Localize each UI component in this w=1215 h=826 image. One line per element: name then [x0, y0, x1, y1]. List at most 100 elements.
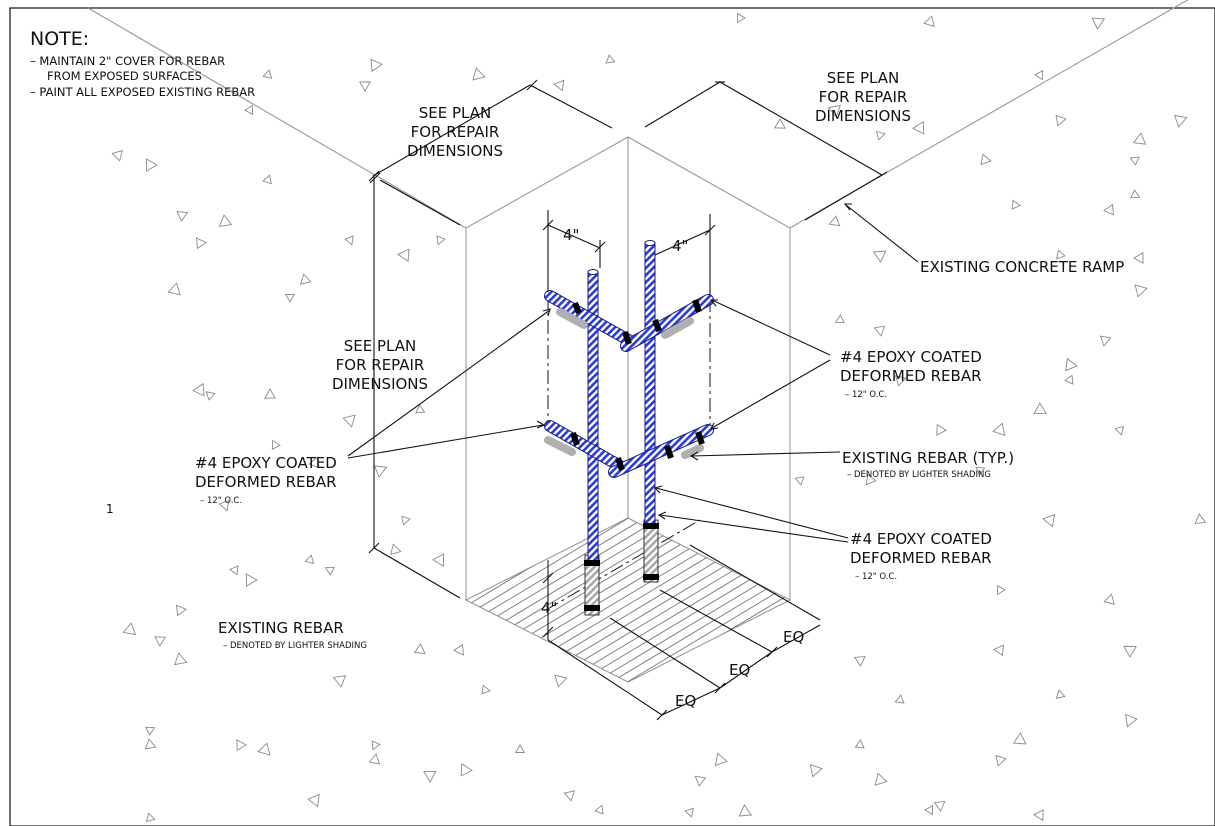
aggregate-triangle — [370, 58, 383, 73]
aggregate-triangle — [413, 643, 426, 654]
aggregate-triangle — [145, 812, 156, 823]
existing-rebar-bottom-line: EXISTING REBAR — [218, 619, 344, 637]
hatch-line — [579, 518, 790, 682]
aggregate-triangle — [453, 643, 464, 656]
aggregate-triangle — [236, 739, 247, 751]
hatch-line — [547, 518, 790, 682]
aggregate-triangle — [1091, 17, 1106, 30]
aggregate-triangle — [154, 636, 167, 647]
note-line-1: – MAINTAIN 2" COVER FOR REBAR — [30, 54, 225, 68]
dimension-texts: 4" 4" 4" EQ EQ EQ — [541, 226, 804, 710]
upper-horizontal-bars — [544, 290, 714, 352]
aggregate-triangle — [1129, 156, 1140, 166]
aggregate-triangle — [1099, 335, 1112, 347]
rebar-rl-sub: – 12" O.C. — [855, 572, 897, 582]
leader-lines — [347, 203, 919, 543]
aggregate-triangle — [827, 104, 841, 118]
lower-horizontal-bars — [544, 420, 714, 478]
aggregate-triangle — [684, 807, 694, 818]
aggregate-triangle — [1042, 513, 1056, 528]
rebar-l-line-2: DEFORMED REBAR — [195, 473, 337, 491]
aggregate-triangle — [192, 382, 205, 397]
aggregate-triangle — [304, 554, 315, 565]
aggregate-triangle — [176, 211, 189, 222]
aggregate-triangle — [371, 740, 381, 751]
aggregate-triangle — [1064, 374, 1074, 385]
see-plan-l-line-3: DIMENSIONS — [332, 375, 428, 393]
aggregate-triangle — [872, 250, 887, 263]
existing-rebar-bottom-sub: – DENOTED BY LIGHTER SHADING — [223, 641, 367, 651]
hatch-line — [466, 518, 645, 682]
hatch-line — [627, 518, 790, 682]
see-plan-tr-line-2: FOR REPAIR — [819, 88, 908, 106]
aggregate-triangle — [368, 753, 381, 765]
aggregate-triangle — [1103, 203, 1115, 216]
rebar-l-sub: – 12" O.C. — [200, 496, 242, 506]
aggregate-triangle — [936, 423, 947, 436]
aggregate-triangle — [875, 130, 886, 141]
aggregate-triangle — [563, 790, 576, 802]
aggregate-triangle — [122, 622, 137, 636]
aggregate-triangle — [415, 404, 426, 414]
aggregate-triangle — [1011, 199, 1021, 210]
aggregate-triangle — [324, 566, 335, 576]
aggregate-triangle — [853, 656, 866, 667]
hatch-line — [595, 518, 790, 682]
aggregate-triangle — [175, 604, 187, 617]
aggregate-triangle — [514, 744, 526, 753]
aggregate-triangle — [262, 174, 272, 185]
hatch-line — [466, 518, 773, 682]
aggregate-triangle — [1056, 249, 1066, 260]
rebar-l-line-1: #4 EPOXY COATED — [195, 454, 337, 472]
rebar-rl-line-2: DEFORMED REBAR — [850, 549, 992, 567]
aggregate-triangle — [933, 800, 946, 812]
aggregate-triangle — [975, 466, 986, 476]
hatch-line — [466, 518, 790, 682]
aggregate-triangle — [1134, 284, 1148, 298]
rebar-ru-line-2: DEFORMED REBAR — [840, 367, 982, 385]
sheet-border — [9, 7, 1215, 826]
existing-rebar-bottom-label: EXISTING REBAR – DENOTED BY LIGHTER SHAD… — [218, 619, 367, 651]
see-plan-tr-line-1: SEE PLAN — [827, 69, 899, 87]
see-plan-top-left-label: SEE PLAN FOR REPAIR DIMENSIONS — [407, 104, 503, 160]
dimension-lines — [368, 79, 888, 721]
note-line-2: FROM EXPOSED SURFACES — [47, 69, 202, 83]
aggregate-triangle — [390, 543, 402, 555]
hatch-line — [739, 518, 790, 682]
aggregate-triangle — [873, 325, 886, 337]
aggregate-triangle — [1132, 132, 1147, 145]
aggregate-triangle — [895, 375, 907, 387]
aggregate-triangle — [828, 215, 841, 227]
hatch-line — [499, 518, 790, 682]
aggregate-triangle — [923, 15, 935, 28]
ramp-surface-lines — [87, 0, 1189, 229]
aggregate-triangle — [332, 675, 347, 688]
aggregate-triangle — [264, 388, 276, 399]
aggregate-triangle — [111, 150, 123, 162]
note-block: NOTE: – MAINTAIN 2" COVER FOR REBAR FROM… — [30, 28, 255, 99]
aggregate-triangle — [472, 67, 486, 81]
aggregate-triangle — [342, 414, 356, 428]
stray-mark: 1 — [106, 502, 114, 516]
aggregate-triangle — [865, 473, 877, 486]
aggregate-triangle — [144, 738, 157, 750]
existing-rebar-right — [643, 519, 659, 583]
hatch-line — [466, 518, 661, 682]
aggregate-triangle — [145, 158, 158, 172]
aggregate-triangle — [834, 314, 845, 324]
hatch-line — [466, 518, 790, 682]
hatch-line — [659, 518, 790, 682]
aggregate-triangle — [205, 391, 216, 401]
aggregate-triangle — [1055, 114, 1067, 127]
hatch-line — [611, 518, 790, 682]
existing-concrete-ramp-label: EXISTING CONCRETE RAMP — [920, 258, 1124, 276]
aggregate-triangle — [924, 804, 933, 816]
hatch-line — [787, 518, 790, 682]
see-plan-tl-line-2: FOR REPAIR — [411, 123, 500, 141]
aggregate-triangle — [308, 456, 320, 469]
hatch-line — [466, 518, 677, 682]
rebar-label-right-lower: #4 EPOXY COATED DEFORMED REBAR – 12" O.C… — [850, 530, 992, 582]
aggregate-triangle — [244, 104, 254, 115]
aggregate-triangle — [1173, 114, 1188, 128]
